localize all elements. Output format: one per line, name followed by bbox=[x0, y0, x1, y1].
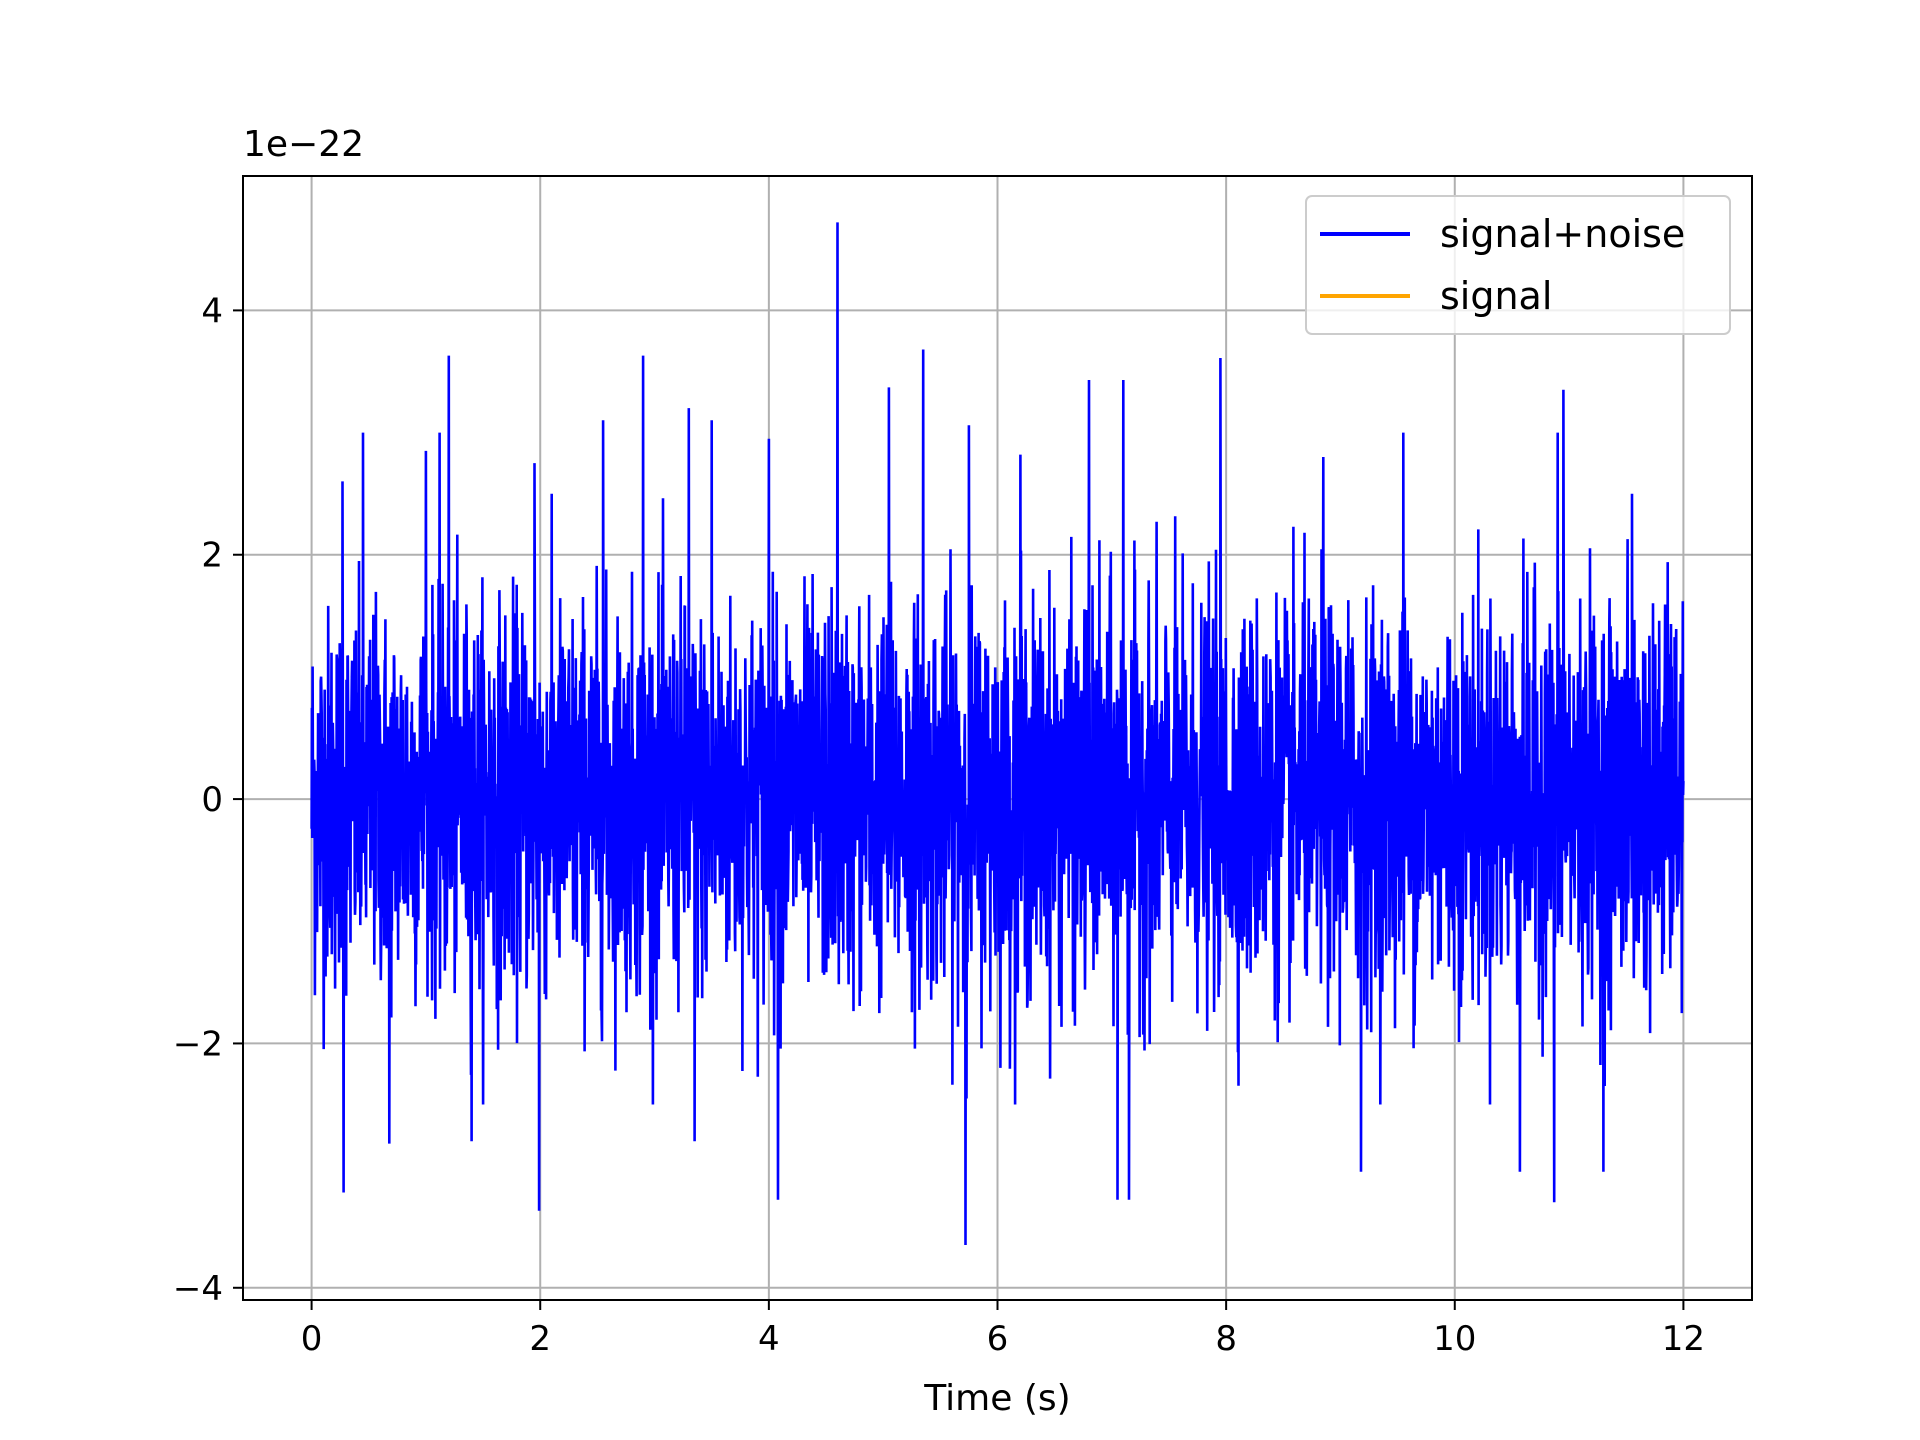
x-tick-label: 4 bbox=[758, 1319, 780, 1359]
y-tick-label: −2 bbox=[173, 1024, 223, 1064]
x-tick-label: 8 bbox=[1215, 1319, 1237, 1359]
plot-area: 0 2 4 6 8 10 12 −4 −2 0 2 4 bbox=[173, 175, 1753, 1359]
x-tick-label: 2 bbox=[529, 1319, 551, 1359]
legend: signal+noise signal bbox=[1305, 195, 1731, 335]
x-tick-label: 12 bbox=[1662, 1319, 1705, 1359]
y-tick-label: 4 bbox=[201, 291, 223, 331]
x-tick-label: 0 bbox=[301, 1319, 323, 1359]
x-tick-label: 6 bbox=[987, 1319, 1009, 1359]
y-tick-label: 2 bbox=[201, 536, 223, 576]
series-line-signal-noise bbox=[310, 222, 1685, 1246]
x-axis-label: Time (s) bbox=[923, 1378, 1070, 1419]
data-region bbox=[310, 222, 1685, 1246]
x-tick-label: 10 bbox=[1433, 1319, 1476, 1359]
y-axis-ticks: −4 −2 0 2 4 bbox=[173, 291, 243, 1309]
y-axis-offset-label: 1e−22 bbox=[243, 124, 364, 165]
legend-box bbox=[1305, 195, 1731, 335]
y-tick-label: 0 bbox=[201, 780, 223, 820]
x-axis-ticks: 0 2 4 6 8 10 12 bbox=[301, 1300, 1705, 1359]
y-tick-label: −4 bbox=[173, 1269, 223, 1309]
legend-label-signal: signal bbox=[1440, 274, 1552, 318]
legend-label-signal-noise: signal+noise bbox=[1440, 212, 1685, 256]
